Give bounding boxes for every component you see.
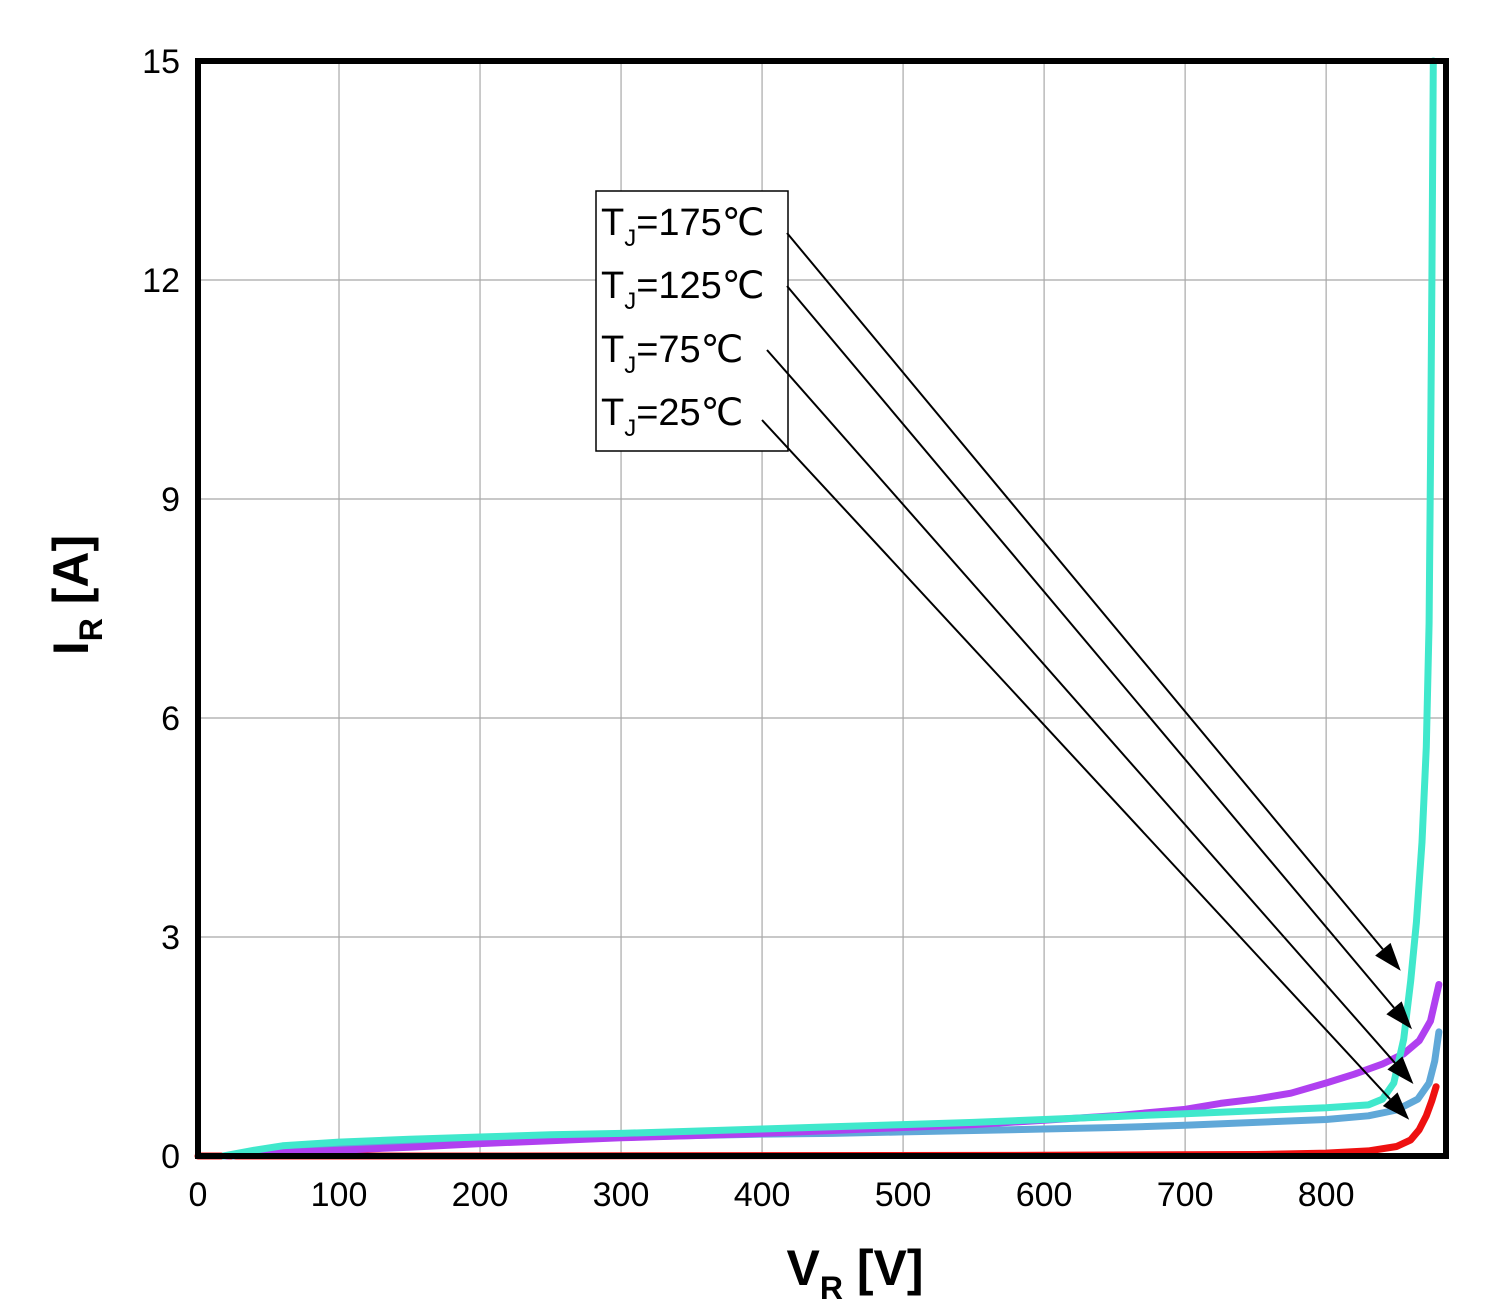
legend-entry-175-sub: J: [624, 225, 636, 252]
annotation-arrowhead-75: [1387, 1056, 1414, 1084]
x-tick-label-200: 200: [452, 1176, 509, 1214]
legend-entry-25: TJ=25℃: [601, 392, 743, 442]
y-tick-labels: 0 3 6 9 12 15: [142, 43, 180, 1176]
legend-entry-175-text: =175℃: [636, 202, 764, 244]
annotation-arrowhead-125: [1386, 1001, 1413, 1030]
x-axis-label-main: V: [786, 1240, 820, 1296]
x-axis-label-sub: R: [820, 1270, 843, 1306]
annotation-arrow-75: [766, 349, 1396, 1064]
x-tick-labels: 0 100 200 300 400 500 600 700 800: [189, 1176, 1355, 1214]
legend-entry-125: TJ=125℃: [601, 265, 765, 315]
series-line-175: [219, 57, 1437, 1160]
y-tick-label-12: 12: [142, 262, 180, 300]
series-layer: [194, 57, 1443, 1160]
x-tick-label-100: 100: [311, 1176, 368, 1214]
legend-entry-125-prefix: T: [601, 265, 624, 307]
y-axis-label-main: I: [43, 641, 99, 655]
x-axis-label-unit: [V]: [843, 1240, 924, 1296]
y-tick-label-0: 0: [161, 1138, 180, 1176]
plot-frame: [195, 58, 1449, 1159]
legend-entry-25-sub: J: [624, 415, 636, 442]
annotation-arrow-175: [786, 232, 1384, 950]
annotation-arrowhead-25: [1382, 1092, 1410, 1120]
legend-entry-125-sub: J: [624, 288, 636, 315]
legend: TJ=175℃ TJ=125℃ TJ=75℃ TJ=25℃: [595, 190, 789, 452]
annotation-arrows: [761, 232, 1414, 1120]
legend-entry-75-sub: J: [624, 352, 636, 379]
legend-entry-75: TJ=75℃: [601, 329, 743, 379]
legend-box: [595, 190, 789, 452]
annotation-arrow-25: [761, 419, 1391, 1100]
legend-entry-75-text: =75℃: [636, 329, 743, 371]
grid: [197, 60, 1446, 1157]
legend-entry-175-prefix: T: [601, 202, 624, 244]
x-tick-label-400: 400: [734, 1176, 791, 1214]
y-tick-label-3: 3: [161, 919, 180, 957]
x-tick-label-500: 500: [875, 1176, 932, 1214]
y-axis-label-sub: R: [73, 618, 109, 641]
legend-entry-125-text: =125℃: [636, 265, 764, 307]
y-axis-label: IR [A]: [43, 535, 109, 655]
annotation-arrow-125: [786, 285, 1395, 1009]
x-tick-label-700: 700: [1157, 1176, 1214, 1214]
legend-entry-175: TJ=175℃: [601, 202, 765, 252]
x-axis-label: VR [V]: [786, 1240, 923, 1306]
y-axis-label-unit: [A]: [43, 535, 99, 618]
legend-entry-25-prefix: T: [601, 392, 624, 434]
legend-entry-25-text: =25℃: [636, 392, 743, 434]
x-tick-label-0: 0: [189, 1176, 208, 1214]
x-tick-label-600: 600: [1016, 1176, 1073, 1214]
annotation-arrowhead-175: [1375, 942, 1401, 971]
y-tick-label-9: 9: [161, 481, 180, 519]
y-tick-label-6: 6: [161, 700, 180, 738]
y-tick-label-15: 15: [142, 43, 180, 81]
x-tick-label-800: 800: [1298, 1176, 1355, 1214]
legend-entry-75-prefix: T: [601, 329, 624, 371]
x-tick-label-300: 300: [593, 1176, 650, 1214]
